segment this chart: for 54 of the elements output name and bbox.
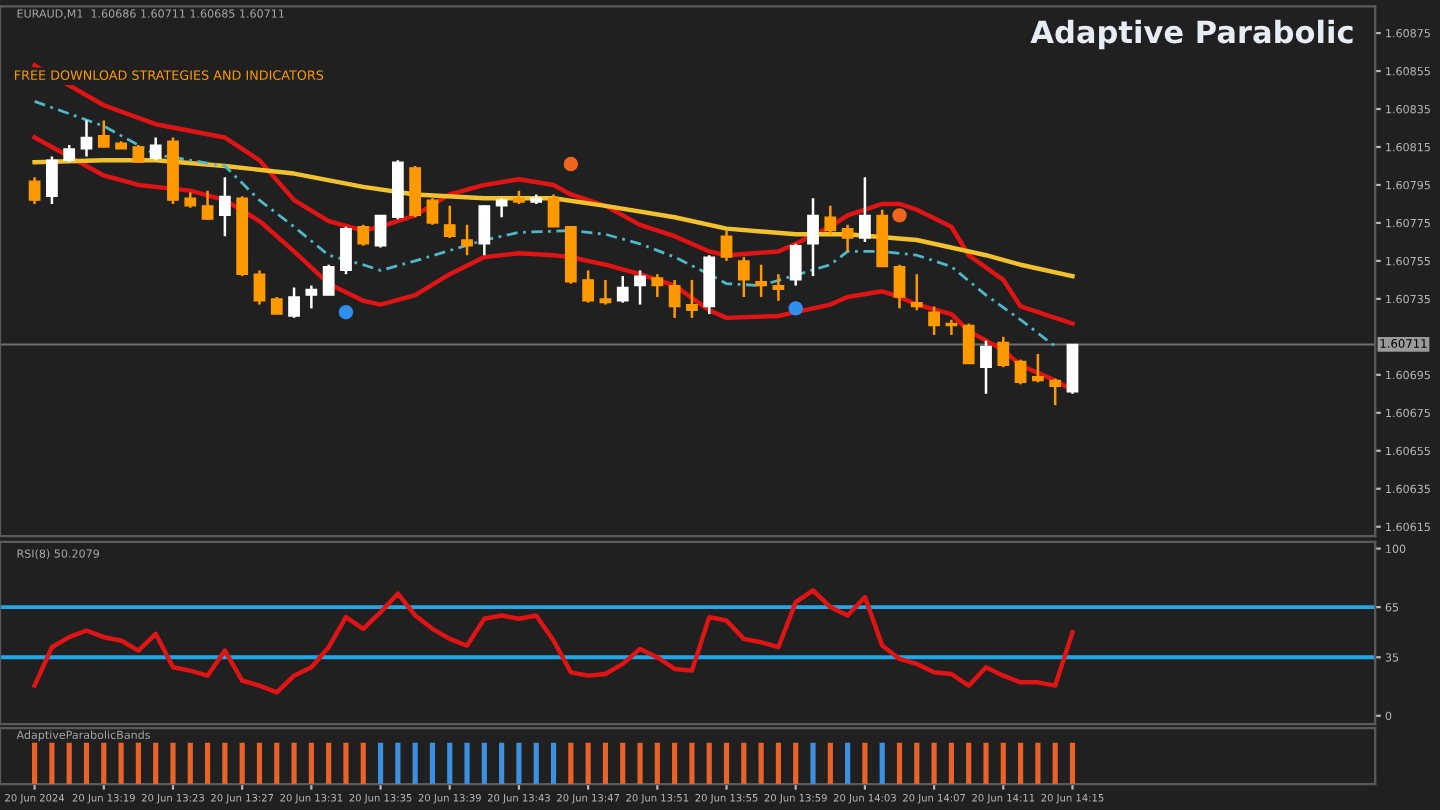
candlestick bbox=[824, 204, 837, 236]
candlestick bbox=[97, 119, 110, 149]
candlestick bbox=[980, 339, 992, 396]
candlestick bbox=[28, 176, 41, 206]
candlestick bbox=[616, 274, 629, 304]
candlestick bbox=[893, 263, 906, 310]
candlestick bbox=[478, 204, 491, 257]
candlestick bbox=[80, 119, 93, 158]
candlestick bbox=[720, 229, 733, 263]
candlestick bbox=[582, 269, 595, 304]
candlestick bbox=[910, 272, 923, 312]
candlestick bbox=[599, 278, 612, 306]
candlestick bbox=[928, 305, 940, 337]
candlestick bbox=[772, 272, 785, 303]
candlestick bbox=[340, 225, 352, 276]
point bbox=[338, 304, 354, 320]
candlestick bbox=[288, 286, 300, 320]
candlestick bbox=[253, 269, 266, 306]
candlestick bbox=[962, 322, 975, 365]
candlestick bbox=[841, 223, 854, 253]
line-series bbox=[33, 100, 1057, 348]
candlestick bbox=[495, 197, 508, 219]
candlestick bbox=[443, 204, 456, 240]
candlestick bbox=[997, 335, 1010, 369]
candlestick bbox=[149, 136, 162, 162]
point bbox=[788, 301, 803, 316]
candlestick bbox=[789, 242, 802, 287]
candlestick bbox=[461, 223, 473, 257]
candlestick bbox=[357, 223, 370, 247]
line-series bbox=[32, 588, 1075, 695]
candlestick bbox=[651, 272, 664, 299]
candlestick bbox=[426, 197, 439, 227]
candlestick bbox=[859, 176, 871, 244]
candlestick bbox=[1066, 343, 1079, 396]
candlestick bbox=[737, 255, 750, 299]
candlestick bbox=[1014, 358, 1027, 386]
candlestick bbox=[634, 269, 646, 306]
chart-title: Adaptive Parabolic bbox=[1030, 19, 1353, 50]
candlestick bbox=[686, 278, 698, 320]
candlestick bbox=[305, 284, 318, 310]
candlestick bbox=[1049, 377, 1062, 407]
candlestick bbox=[409, 164, 422, 219]
candlestick bbox=[374, 214, 387, 249]
candlestick bbox=[201, 189, 214, 221]
candlestick bbox=[322, 263, 335, 297]
candlestick bbox=[1032, 352, 1044, 384]
point bbox=[892, 208, 907, 223]
candlestick bbox=[46, 155, 58, 206]
candlestick bbox=[807, 197, 819, 278]
candlestick bbox=[755, 263, 768, 299]
candlestick bbox=[668, 278, 681, 320]
candlestick bbox=[547, 193, 560, 228]
point bbox=[563, 156, 579, 172]
candlestick bbox=[218, 176, 231, 238]
